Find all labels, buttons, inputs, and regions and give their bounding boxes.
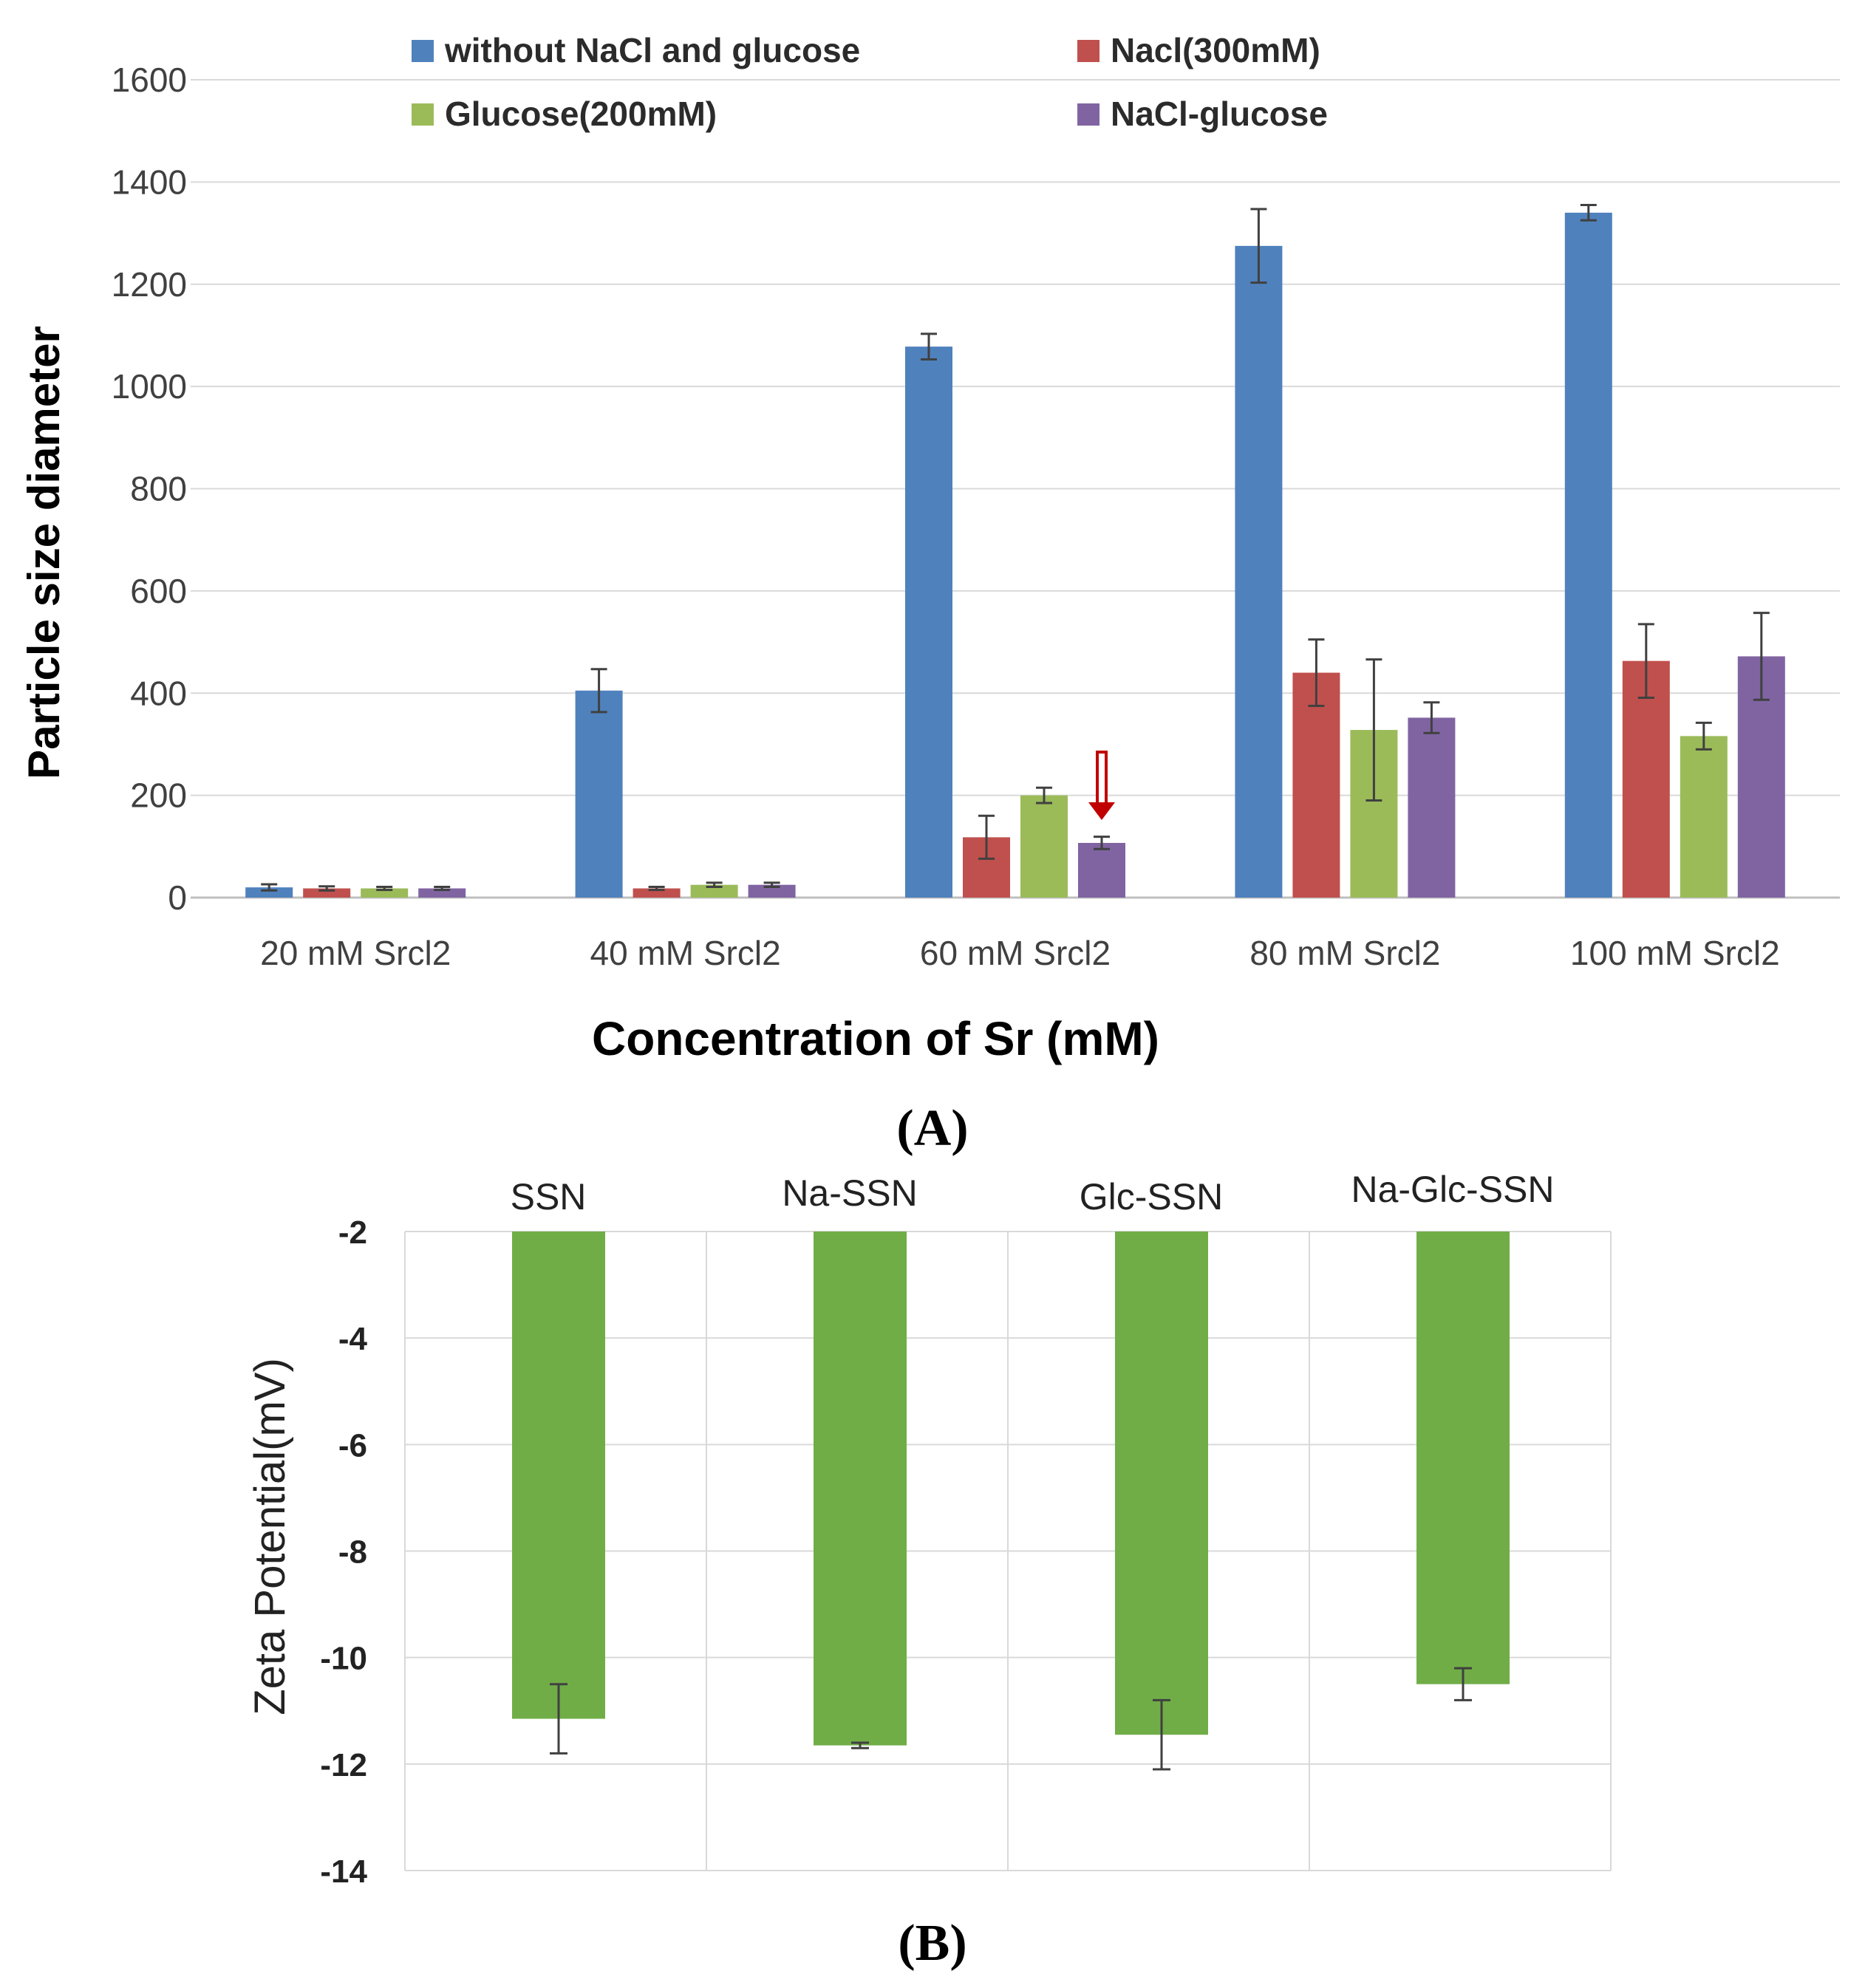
a-error-bar [648, 885, 665, 892]
a-error-bar [1365, 658, 1382, 802]
annotation-arrow-head [1088, 802, 1115, 820]
b-error-bar [851, 1741, 869, 1749]
a-bar-nacl-300mm [303, 888, 351, 898]
a-legend-label: Nacl(300mM) [1111, 31, 1320, 69]
a-y-tick-label: 1400 [112, 163, 187, 201]
a-y-tick-label: 1000 [112, 367, 187, 406]
a-legend-swatch-without-nacl-and-glucose [412, 40, 434, 62]
b-y-tick-label: -8 [338, 1534, 367, 1571]
a-y-tick-label: 0 [168, 878, 187, 917]
a-error-bars [261, 204, 1770, 892]
b-bar [814, 1232, 907, 1746]
chart-a: 0 200 400 600 800 1000 1200 1400 1600 20 mM Srcl… [19, 31, 1840, 1157]
a-legend-swatch-glucose-200mm [412, 103, 434, 126]
b-y-tick-label: -10 [320, 1641, 367, 1677]
a-x-tick-label: 60 mM Srcl2 [920, 934, 1111, 972]
b-category-label: Glc-SSN [1080, 1176, 1223, 1217]
a-error-bar [1036, 786, 1052, 805]
a-error-bar [376, 885, 393, 892]
b-bar [512, 1232, 605, 1719]
a-x-axis-title: Concentration of Sr (mM) [592, 1012, 1159, 1065]
a-y-tick-label: 400 [130, 674, 187, 712]
a-y-tick-label: 200 [130, 776, 187, 815]
a-error-bar [1580, 204, 1597, 222]
b-bar [1115, 1232, 1208, 1735]
a-y-tick-label: 600 [130, 572, 187, 610]
a-error-bar [978, 814, 995, 860]
a-bar-nacl-300mm [633, 888, 681, 898]
a-error-bar [1423, 701, 1440, 734]
panel-label-a: (A) [896, 1100, 968, 1157]
b-category-label: Na-Glc-SSN [1351, 1169, 1554, 1210]
b-category-label: SSN [511, 1176, 587, 1217]
a-error-bar [261, 883, 278, 892]
b-bar [1416, 1232, 1510, 1684]
a-bars [245, 212, 1785, 898]
a-error-bar [921, 332, 937, 361]
a-bar-glucose-200mm [1020, 795, 1068, 898]
b-bars [512, 1232, 1510, 1746]
a-error-bar [1308, 638, 1325, 708]
a-legend-swatch-nacl-300mm [1077, 40, 1099, 62]
b-category-label: Na-SSN [782, 1172, 917, 1214]
a-x-tick-label: 40 mM Srcl2 [590, 934, 781, 972]
a-y-axis-title: Particle size diameter [19, 326, 69, 779]
a-legend: without NaCl and glucose Nacl(300mM) Gluco… [412, 31, 1328, 133]
b-error-bar [1153, 1698, 1170, 1771]
a-error-bar [1094, 836, 1110, 850]
a-bar-nacl-300mm [1622, 660, 1670, 898]
a-bar-glucose-200mm [361, 888, 409, 898]
a-x-tick-label: 80 mM Srcl2 [1249, 934, 1440, 972]
a-x-tick-label: 20 mM Srcl2 [260, 934, 451, 972]
a-error-bar [706, 881, 723, 888]
a-y-tick-label: 1600 [112, 61, 187, 99]
a-bar-without-nacl-and-glucose [575, 690, 623, 898]
a-annotation-arrow [1088, 751, 1115, 820]
b-y-tick-label: -12 [320, 1747, 367, 1783]
a-error-bar [1753, 612, 1770, 701]
a-bar-nacl-glucose [418, 888, 466, 898]
annotation-arrow-shaft [1096, 751, 1108, 805]
a-legend-swatch-nacl-glucose [1077, 103, 1099, 126]
b-error-bars [550, 1667, 1472, 1771]
a-y-tick-label: 1200 [112, 265, 187, 304]
a-bar-without-nacl-and-glucose [1235, 245, 1283, 898]
b-category-labels: SSN Na-SSN Glc-SSN Na-Glc-SSN [511, 1169, 1555, 1217]
a-bar-nacl-glucose [1408, 717, 1456, 898]
b-gridlines [404, 1231, 1612, 1871]
a-error-bar [763, 881, 780, 888]
a-bar-nacl-glucose [1078, 842, 1125, 898]
a-error-bar [318, 885, 335, 892]
a-y-tick-labels: 0 200 400 600 800 1000 1200 1400 1600 [112, 61, 187, 917]
a-y-tick-label: 800 [130, 470, 187, 508]
a-legend-label: NaCl-glucose [1111, 95, 1328, 133]
a-bar-glucose-200mm [1680, 736, 1728, 898]
chart-b: -2 -4 -6 -8 -10 -12 -14 SSN Na-SSN Glc-SSN Na-Glc… [246, 1169, 1612, 1972]
a-error-bar [1695, 721, 1712, 751]
a-error-bar [1637, 623, 1654, 699]
a-bar-nacl-300mm [1292, 672, 1340, 898]
a-error-bar [434, 885, 451, 892]
b-y-tick-label: -14 [320, 1854, 367, 1890]
b-y-tick-label: -2 [338, 1215, 367, 1251]
a-legend-label: Glucose(200mM) [445, 95, 717, 133]
b-y-tick-label: -4 [338, 1321, 368, 1357]
a-bar-without-nacl-and-glucose [245, 887, 293, 898]
a-error-bar [590, 668, 607, 714]
b-y-tick-label: -6 [338, 1427, 367, 1463]
a-bar-glucose-200mm [690, 884, 738, 898]
a-x-tick-label: 100 mM Srcl2 [1570, 934, 1780, 972]
panel-label-b: (B) [898, 1915, 966, 1972]
b-y-tick-labels: -2 -4 -6 -8 -10 -12 -14 [320, 1215, 367, 1890]
a-bar-without-nacl-and-glucose [905, 346, 952, 898]
a-bar-nacl-glucose [748, 884, 796, 898]
a-x-tick-labels: 20 mM Srcl2 40 mM Srcl2 60 mM Srcl2 80 mM S… [260, 934, 1780, 972]
a-error-bar [1250, 208, 1267, 284]
b-error-bar [1454, 1667, 1472, 1701]
b-y-axis-title: Zeta Potential(mV) [246, 1358, 294, 1715]
a-bar-without-nacl-and-glucose [1564, 212, 1612, 898]
b-error-bar [550, 1683, 567, 1755]
a-legend-label: without NaCl and glucose [444, 31, 860, 69]
